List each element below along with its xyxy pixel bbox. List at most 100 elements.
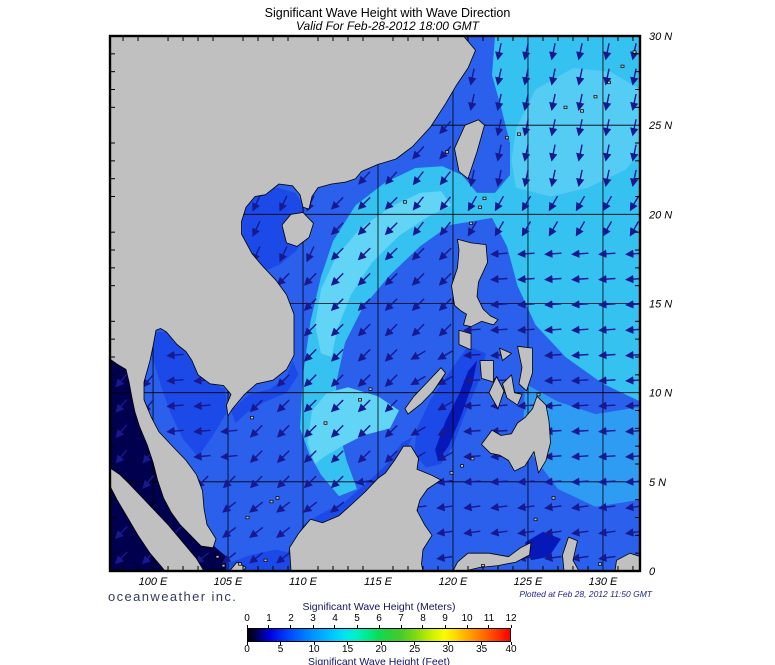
wave-arrow [544,376,562,385]
wave-arrow [490,274,508,284]
small-island [505,136,509,140]
wave-arrow [549,144,558,162]
legend-feet-value: 15 [342,644,354,655]
legend-meters-ticks: 0 1 2 3 4 5 6 7 8 9 10 11 12 [244,613,516,625]
wave-arrow [548,221,559,237]
wave-arrow [249,552,264,564]
wave-arrow [598,426,616,436]
wave-arrow [303,298,317,311]
wave-arrow [630,93,639,111]
wave-arrow [438,247,452,261]
legend-meters-value: 5 [354,613,360,624]
wave-arrow [495,119,504,137]
wave-arrow [598,502,616,512]
wave-arrow [495,169,504,187]
land-asia-mainland [110,36,476,549]
wave-arrow [384,323,398,337]
small-island [620,64,625,68]
wave-arrow [330,247,344,261]
wave-arrow [303,450,317,463]
small-island [533,517,538,521]
small-island [469,221,473,225]
sea-patch-borneo-nw-coast [288,437,413,563]
wave-arrow [576,93,585,111]
sea-patch-moluccas-dark [525,531,561,561]
small-island [323,421,328,425]
wave-arrow [411,323,425,337]
legend-tickmark [510,625,512,628]
wave-arrow [522,68,531,86]
wave-arrow [575,195,586,212]
land-sumatra [110,467,205,571]
wave-arrow [522,119,531,137]
wave-arrow [358,171,371,185]
wave-arrow [222,501,237,513]
land-samar-leyte [517,345,533,392]
wave-arrow [384,450,398,463]
legend-tickmark [290,625,292,628]
legend-meters-value: 0 [244,613,250,624]
wave-arrow [571,528,589,537]
wave-arrow [598,528,616,537]
wave-arrow [357,247,371,261]
wave-arrow [571,452,589,461]
wave-arrow [330,475,344,489]
small-island [245,515,250,520]
wave-arrow [303,323,317,337]
lon-axis-label: 115 E [364,576,393,588]
wave-arrow [166,401,184,410]
legend-tickmark [488,625,490,628]
wave-arrow [544,502,562,512]
wave-arrow [252,195,261,212]
legend-tickmark [347,642,349,645]
wave-arrow [517,401,535,410]
wave-arrow [576,169,585,187]
small-island [445,150,449,154]
wave-arrow [279,246,288,263]
map-border-layer [108,34,642,573]
sea-patch-east-mindanao-mid [523,383,640,507]
wave-arrow [357,222,371,236]
land-hainan [281,212,314,247]
wave-arrow [467,195,478,212]
chart-subtitle: Valid For Feb-28-2012 18:00 GMT [296,19,479,33]
wave-arrow [276,374,290,387]
wave-arrow [468,169,477,187]
wave-arrow [494,195,505,212]
wave-arrow [517,249,535,259]
wave-arrow [412,171,424,186]
wave-arrow [598,376,616,385]
wave-arrow [330,399,344,413]
wave-arrow [544,325,562,335]
wave-arrow [330,323,344,337]
wave-arrow [438,272,452,286]
wave-arrow [521,195,532,212]
wave-arrow [598,401,616,410]
wave-arrow [303,399,317,413]
wave-arrow [385,171,398,185]
land-palawan [404,367,446,415]
small-island [250,416,254,420]
legend-meters-value: 7 [398,613,404,624]
small-island [536,392,541,397]
legend-tickmark [313,642,315,645]
wave-arrow [544,477,562,486]
wave-arrow [463,528,481,537]
wave-arrow [439,171,451,186]
wave-arrow [411,298,425,311]
wave-arrow [142,373,155,388]
wave-arrow [571,300,589,309]
legend-tickmark [280,642,282,645]
legend-feet-value: 25 [409,644,421,655]
wave-arrow [468,68,477,86]
wave-arrow [249,501,264,513]
land-halmahera [562,536,580,571]
wave-arrow [330,450,344,463]
wave-arrow [463,376,481,385]
wave-arrow [603,68,612,86]
legend-tickmark [246,642,248,645]
wave-arrow [384,348,398,362]
wave-arrow [517,274,535,284]
